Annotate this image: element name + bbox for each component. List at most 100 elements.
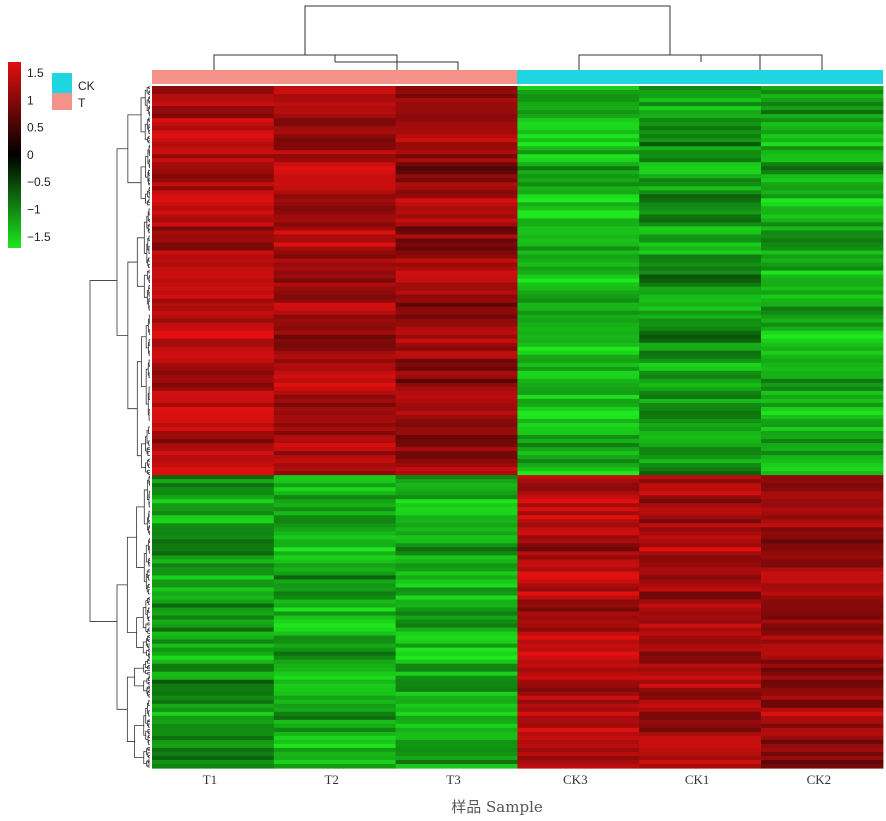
heatmap-cell — [761, 699, 884, 705]
heatmap-cell — [761, 142, 884, 147]
heatmap-cell — [517, 595, 640, 601]
heatmap-cell — [639, 190, 762, 195]
heatmap-cell — [517, 106, 640, 111]
heatmap-cell — [761, 166, 884, 171]
heatmap-cell — [517, 102, 640, 107]
heatmap-cell — [152, 731, 275, 737]
heatmap-cell — [273, 447, 397, 452]
heatmap-cell — [639, 294, 762, 300]
heatmap-cell — [639, 254, 762, 260]
heatmap-cell — [517, 591, 640, 597]
heatmap-cell — [152, 282, 275, 288]
heatmap-cell — [517, 234, 640, 240]
heatmap-cell — [761, 126, 884, 131]
heatmap-cell — [273, 443, 397, 448]
heatmap-cell — [639, 174, 762, 179]
heatmap-cell — [273, 567, 397, 573]
heatmap-cell — [761, 511, 884, 516]
heatmap-cell — [639, 130, 762, 135]
heatmap-cell — [395, 507, 518, 512]
heatmap-cell — [761, 398, 884, 404]
heatmap-cell — [152, 122, 275, 127]
heatmap-cell — [273, 326, 397, 332]
heatmap-cell — [639, 715, 762, 721]
heatmap-cell — [761, 330, 884, 336]
heatmap-cell — [517, 699, 640, 705]
heatmap-cell — [273, 382, 397, 388]
heatmap-cell — [639, 591, 762, 597]
heatmap-cell — [639, 342, 762, 348]
heatmap-cell — [639, 390, 762, 396]
heatmap-cell — [761, 418, 884, 424]
heatmap-cell — [152, 142, 275, 147]
heatmap-cell — [273, 242, 397, 248]
heatmap-cell — [517, 435, 640, 440]
heatmap-cell — [395, 358, 518, 364]
heatmap-cell — [152, 238, 275, 244]
heatmap-cell — [152, 294, 275, 300]
heatmap-cell — [639, 362, 762, 368]
heatmap-cell — [395, 719, 518, 725]
heatmap-cell — [273, 306, 397, 312]
heatmap-cell — [152, 274, 275, 280]
heatmap-cell — [273, 358, 397, 364]
heatmap-cell — [639, 366, 762, 372]
heatmap-cell — [395, 350, 518, 356]
heatmap-cell — [761, 431, 884, 436]
heatmap-cell — [152, 270, 275, 276]
heatmap-cell — [639, 90, 762, 95]
heatmap-cell — [639, 587, 762, 593]
heatmap-cell — [395, 643, 518, 649]
heatmap-cell — [152, 687, 275, 693]
heatmap-cell — [152, 194, 275, 199]
heatmap-cell — [152, 370, 275, 376]
heatmap-cell — [273, 663, 397, 669]
heatmap-cell — [761, 727, 884, 733]
heatmap-cell — [152, 114, 275, 119]
heatmap-cell — [761, 370, 884, 376]
row-dendrogram — [89, 86, 150, 768]
heatmap-cell — [639, 643, 762, 649]
heatmap-cell — [395, 346, 518, 352]
heatmap-cell — [639, 230, 762, 236]
heatmap-cell — [639, 571, 762, 577]
heatmap-cell — [152, 479, 275, 484]
heatmap-cell — [152, 170, 275, 175]
heatmap-cell — [273, 695, 397, 701]
heatmap-cell — [761, 258, 884, 264]
heatmap-cell — [395, 234, 518, 240]
heatmap-cell — [395, 479, 518, 484]
heatmap-cells — [152, 86, 884, 769]
heatmap-cell — [761, 627, 884, 633]
heatmap-cell — [761, 515, 884, 520]
heatmap-cell — [639, 599, 762, 605]
heatmap-cell — [639, 322, 762, 328]
heatmap-cell — [395, 591, 518, 597]
heatmap-cell — [517, 218, 640, 223]
heatmap-cell — [395, 202, 518, 207]
heatmap-cell — [395, 499, 518, 504]
heatmap-cell — [639, 439, 762, 444]
heatmap-cell — [395, 90, 518, 95]
heatmap-cell — [639, 499, 762, 504]
heatmap-cell — [761, 651, 884, 657]
heatmap-cell — [761, 723, 884, 729]
heatmap-cell — [152, 599, 275, 605]
heatmap-cell — [152, 310, 275, 316]
heatmap-cell — [273, 527, 397, 532]
heatmap-cell — [761, 427, 884, 432]
heatmap-cell — [517, 170, 640, 175]
heatmap-cell — [152, 258, 275, 264]
heatmap-cell — [761, 138, 884, 143]
heatmap-cell — [517, 270, 640, 276]
heatmap-cell — [273, 547, 397, 552]
heatmap-cell — [639, 218, 762, 223]
heatmap-cell — [639, 651, 762, 657]
heatmap-cell — [517, 134, 640, 139]
heatmap-cell — [152, 635, 275, 641]
column-label: T1 — [203, 772, 217, 787]
heatmap-cell — [761, 719, 884, 725]
heatmap-cell — [273, 451, 397, 456]
heatmap-cell — [395, 727, 518, 733]
heatmap-cell — [639, 583, 762, 589]
